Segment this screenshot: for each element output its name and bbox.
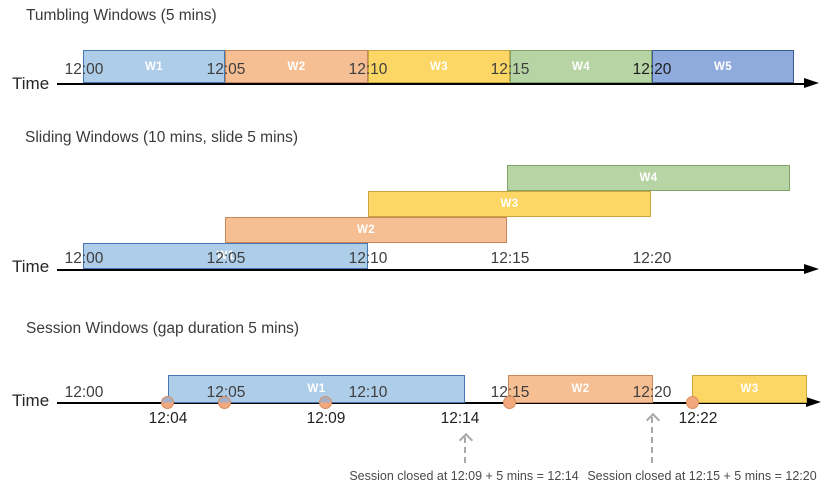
tick-label: 12:15 bbox=[490, 61, 530, 78]
session-window-w3: W3 bbox=[692, 375, 807, 403]
event-dot bbox=[686, 396, 699, 409]
sliding-window-w4: W4 bbox=[507, 165, 790, 191]
session-time-axis-label: Time bbox=[12, 391, 50, 410]
session-window-w1: W1 bbox=[168, 375, 465, 403]
tick-label: 12:05 bbox=[206, 250, 246, 267]
tick-label: 12:00 bbox=[64, 61, 104, 78]
tumbling-window-w1: W1 bbox=[83, 50, 225, 83]
sliding-section-title: Sliding Windows (10 mins, slide 5 mins) bbox=[25, 129, 299, 146]
tumbling-timeline bbox=[57, 83, 805, 85]
event-time-label: 12:09 bbox=[306, 410, 346, 427]
window-label: W3 bbox=[740, 383, 759, 395]
window-label: W2 bbox=[287, 60, 306, 73]
tick-label: 12:20 bbox=[632, 384, 672, 401]
session-close-annotation: Session closed at 12:09 + 5 mins = 12:14 bbox=[349, 469, 579, 483]
sliding-timeline bbox=[57, 269, 805, 271]
session-window-w2: W2 bbox=[508, 375, 653, 403]
tick-label: 12:15 bbox=[490, 384, 530, 401]
session-timeline-arrowhead-icon bbox=[806, 397, 821, 407]
event-time-label: 12:14 bbox=[440, 410, 480, 427]
event-dot bbox=[503, 396, 516, 409]
window-label: W4 bbox=[571, 60, 591, 73]
tick-label: 12:05 bbox=[206, 384, 246, 401]
event-dot bbox=[218, 396, 231, 409]
session-close-arrow-icon bbox=[651, 417, 653, 463]
tick-label: 12:00 bbox=[64, 384, 104, 401]
window-label: W3 bbox=[429, 60, 449, 73]
tumbling-time-axis-label: Time bbox=[12, 74, 50, 93]
sliding-window-w1: W1 bbox=[83, 243, 368, 269]
tick-label: 12:20 bbox=[632, 61, 672, 78]
event-time-label: 12:04 bbox=[148, 410, 188, 427]
window-label: W4 bbox=[639, 172, 658, 184]
sliding-time-axis-label: Time bbox=[12, 257, 50, 276]
window-label: W2 bbox=[356, 224, 376, 236]
window-label: W5 bbox=[713, 60, 733, 73]
tick-label: 12:10 bbox=[348, 384, 388, 401]
tick-label: 12:00 bbox=[64, 250, 104, 267]
window-label: W1 bbox=[307, 383, 326, 395]
window-label: W2 bbox=[571, 383, 590, 395]
tick-label: 12:20 bbox=[632, 250, 672, 267]
tumbling-window-w3: W3 bbox=[368, 50, 510, 83]
window-label: W3 bbox=[500, 198, 519, 210]
tumbling-window-w4: W4 bbox=[510, 50, 652, 83]
sliding-window-w3: W3 bbox=[368, 191, 651, 217]
session-close-annotation: Session closed at 12:15 + 5 mins = 12:20 bbox=[587, 469, 817, 483]
session-timeline bbox=[57, 402, 807, 404]
tick-label: 12:10 bbox=[348, 250, 388, 267]
event-time-label: 12:22 bbox=[678, 410, 718, 427]
sliding-window-w2: W2 bbox=[225, 217, 507, 243]
sliding-timeline-arrowhead-icon bbox=[804, 264, 819, 274]
event-dot bbox=[319, 396, 332, 409]
event-dot bbox=[161, 396, 174, 409]
window-label: W1 bbox=[144, 60, 164, 73]
tumbling-window-w2: W2 bbox=[225, 50, 368, 83]
tick-label: 12:15 bbox=[490, 250, 530, 267]
window-label: W1 bbox=[216, 250, 235, 262]
tumbling-timeline-arrowhead-icon bbox=[804, 78, 819, 88]
session-section-title: Session Windows (gap duration 5 mins) bbox=[26, 320, 300, 337]
session-close-arrow-icon bbox=[464, 437, 466, 463]
tick-label: 12:10 bbox=[348, 61, 388, 78]
tick-label: 12:05 bbox=[206, 61, 246, 78]
tumbling-window-w5: W5 bbox=[652, 50, 794, 83]
tumbling-section-title: Tumbling Windows (5 mins) bbox=[26, 7, 217, 24]
